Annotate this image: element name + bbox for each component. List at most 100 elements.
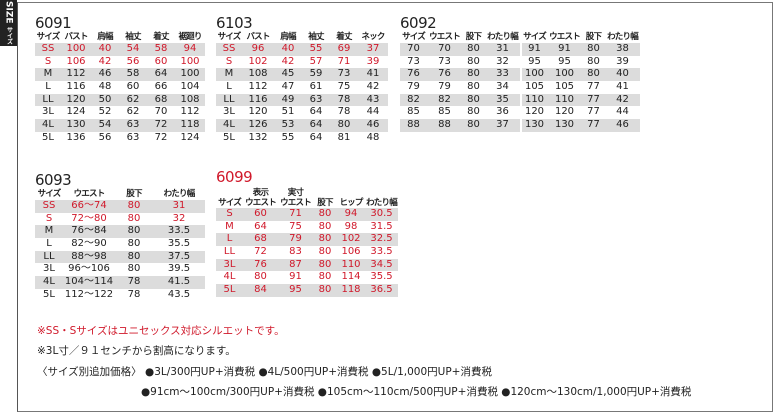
header-cell: サイズ [37, 189, 62, 199]
table-row: SS 66〜74 80 31 [35, 200, 205, 213]
table-row: M 76〜84 80 33.5 [35, 225, 205, 239]
table-cell: 80 [587, 68, 600, 80]
table-cell: 35 [496, 93, 509, 105]
table-cell: 5L [223, 284, 236, 296]
header-cell: バスト [64, 32, 88, 42]
table-cell: 78 [337, 93, 351, 105]
table-cell: 56 [98, 131, 112, 143]
table-row: S 106 42 56 60 100 [35, 56, 205, 69]
table-cell: 80 [318, 220, 332, 232]
table-cell: 32.5 [370, 233, 393, 245]
table-cell: 42 [98, 55, 112, 67]
table-cell: 126 [248, 119, 268, 131]
table-cell: 108 [248, 68, 268, 80]
table-cell: 104〜114 [64, 276, 114, 288]
table-cell: 58 [154, 43, 168, 54]
table-cell: 94 [344, 208, 358, 219]
table-row: SS 96 40 55 69 37 [216, 43, 388, 56]
table-row: 70 70 80 31 91 91 80 38 [400, 43, 640, 56]
table-cell: LL [42, 93, 54, 105]
table-cell: 80 [467, 81, 480, 93]
table-row: S 72〜80 80 32 [35, 213, 205, 226]
table-cell: 120 [554, 106, 575, 118]
table-cell: 51 [281, 106, 295, 118]
table-cell: 80 [127, 225, 141, 237]
table-cell: L [46, 238, 52, 250]
table-cell: 62 [126, 93, 140, 105]
size-chart-frame [17, 2, 773, 412]
header-cell: 裾廻り [178, 32, 202, 42]
table-cell: L [226, 81, 232, 93]
table-6093: 6093 サイズ ウエスト 股下 わたり幅 SS 66〜74 80 31 S 72〜80 80 32 M 7… [35, 171, 205, 302]
table-row: S 102 42 57 71 39 [216, 56, 388, 69]
header-cell: ウエスト [73, 189, 106, 199]
table-cell: 106 [66, 55, 86, 67]
table-cell: 75 [337, 81, 351, 93]
table-cell: 46 [616, 119, 629, 131]
table-row: 4L 80 91 80 114 35.5 [216, 271, 398, 284]
table-cell: LL [223, 93, 235, 105]
table-cell: 4L [223, 271, 236, 283]
table-cell: 80 [467, 43, 480, 54]
table-cell: M [43, 68, 53, 80]
table-cell: 80 [318, 208, 332, 219]
header-cell: サイズ [520, 32, 547, 43]
table-cell: 50 [98, 93, 112, 105]
header-cell: 股下 [465, 32, 482, 42]
table-cell: 95 [558, 55, 571, 67]
table-cell: 80 [318, 233, 332, 245]
table-cell: 80 [318, 271, 332, 283]
table-cell: 112 [66, 68, 86, 80]
table-cell: 54 [126, 43, 140, 54]
table-row: 5L 132 55 64 81 48 [216, 132, 388, 145]
table-cell: 102 [248, 55, 268, 67]
table-cell: 88〜98 [71, 250, 107, 262]
table-cell: 95 [520, 55, 547, 69]
table-cell: 80 [127, 263, 141, 275]
unisex-note: ※SS・Sサイズはユニセックス対応シルエットです。 [37, 325, 285, 337]
table-cell: 48 [366, 131, 380, 143]
table-row: 85 85 80 36 120 120 77 44 [400, 106, 640, 120]
table-cell: 40 [98, 43, 112, 54]
table-title: 6099 [216, 168, 253, 186]
table-cell: 37 [366, 43, 380, 54]
table-cell: 82 [438, 93, 451, 105]
header-cell: 表示 ウエスト [245, 188, 277, 208]
table-cell: 3L [42, 106, 54, 118]
table-row: 5L 136 56 63 72 124 [35, 132, 205, 145]
table-cell: 54 [98, 119, 112, 131]
table-cell: 33 [496, 68, 509, 80]
table-cell: 80 [587, 43, 600, 54]
table-cell: 80 [467, 119, 480, 131]
table-cell: 110 [554, 93, 575, 105]
table-cell: 55 [281, 131, 295, 143]
table-row: LL 120 50 62 68 108 [35, 93, 205, 107]
table-cell: 96〜106 [68, 263, 110, 275]
table-cell: M [224, 68, 234, 80]
table-cell: 100 [520, 68, 547, 82]
price-label: 〈サイズ別追加価格〉 [37, 366, 142, 378]
table-cell: 114 [341, 271, 361, 283]
table-cell: 120 [248, 106, 268, 118]
table-row: 73 73 80 32 95 95 80 39 [400, 55, 640, 69]
header-cell: サイズ [36, 32, 61, 42]
surcharge-note: ※3L寸／９１センチから割高になります。 [37, 345, 236, 357]
table-cell: 33.5 [370, 246, 393, 258]
table-cell: 61 [309, 81, 323, 93]
header-cell: 袖丈 [125, 32, 141, 42]
table-6092: 6092 サイズ ウエスト 股下 わたり幅 サイズ ウエスト 股下 わたり幅 70 70 80 31 91… [400, 14, 640, 132]
table-cell: 116 [248, 93, 268, 105]
table-cell: 108 [180, 93, 200, 105]
table-cell: 100 [180, 55, 200, 67]
table-cell: 70 [154, 106, 168, 118]
header-cell: 着丈 [153, 32, 169, 42]
table-cell: LL [43, 250, 55, 262]
table-6103: 6103 サイズ バスト 肩幅 袖丈 着丈 ネック SS 96 40 55 69 37 S 102 42 57 7… [216, 14, 388, 145]
header-cell: 肩幅 [280, 32, 296, 42]
table-cell: 66〜74 [71, 200, 107, 211]
table-cell: 42 [281, 55, 295, 67]
table-cell: 5L [42, 131, 54, 143]
table-cell: 47 [281, 81, 295, 93]
table-cell: 80 [127, 212, 141, 224]
table-cell: 31.5 [370, 220, 393, 232]
